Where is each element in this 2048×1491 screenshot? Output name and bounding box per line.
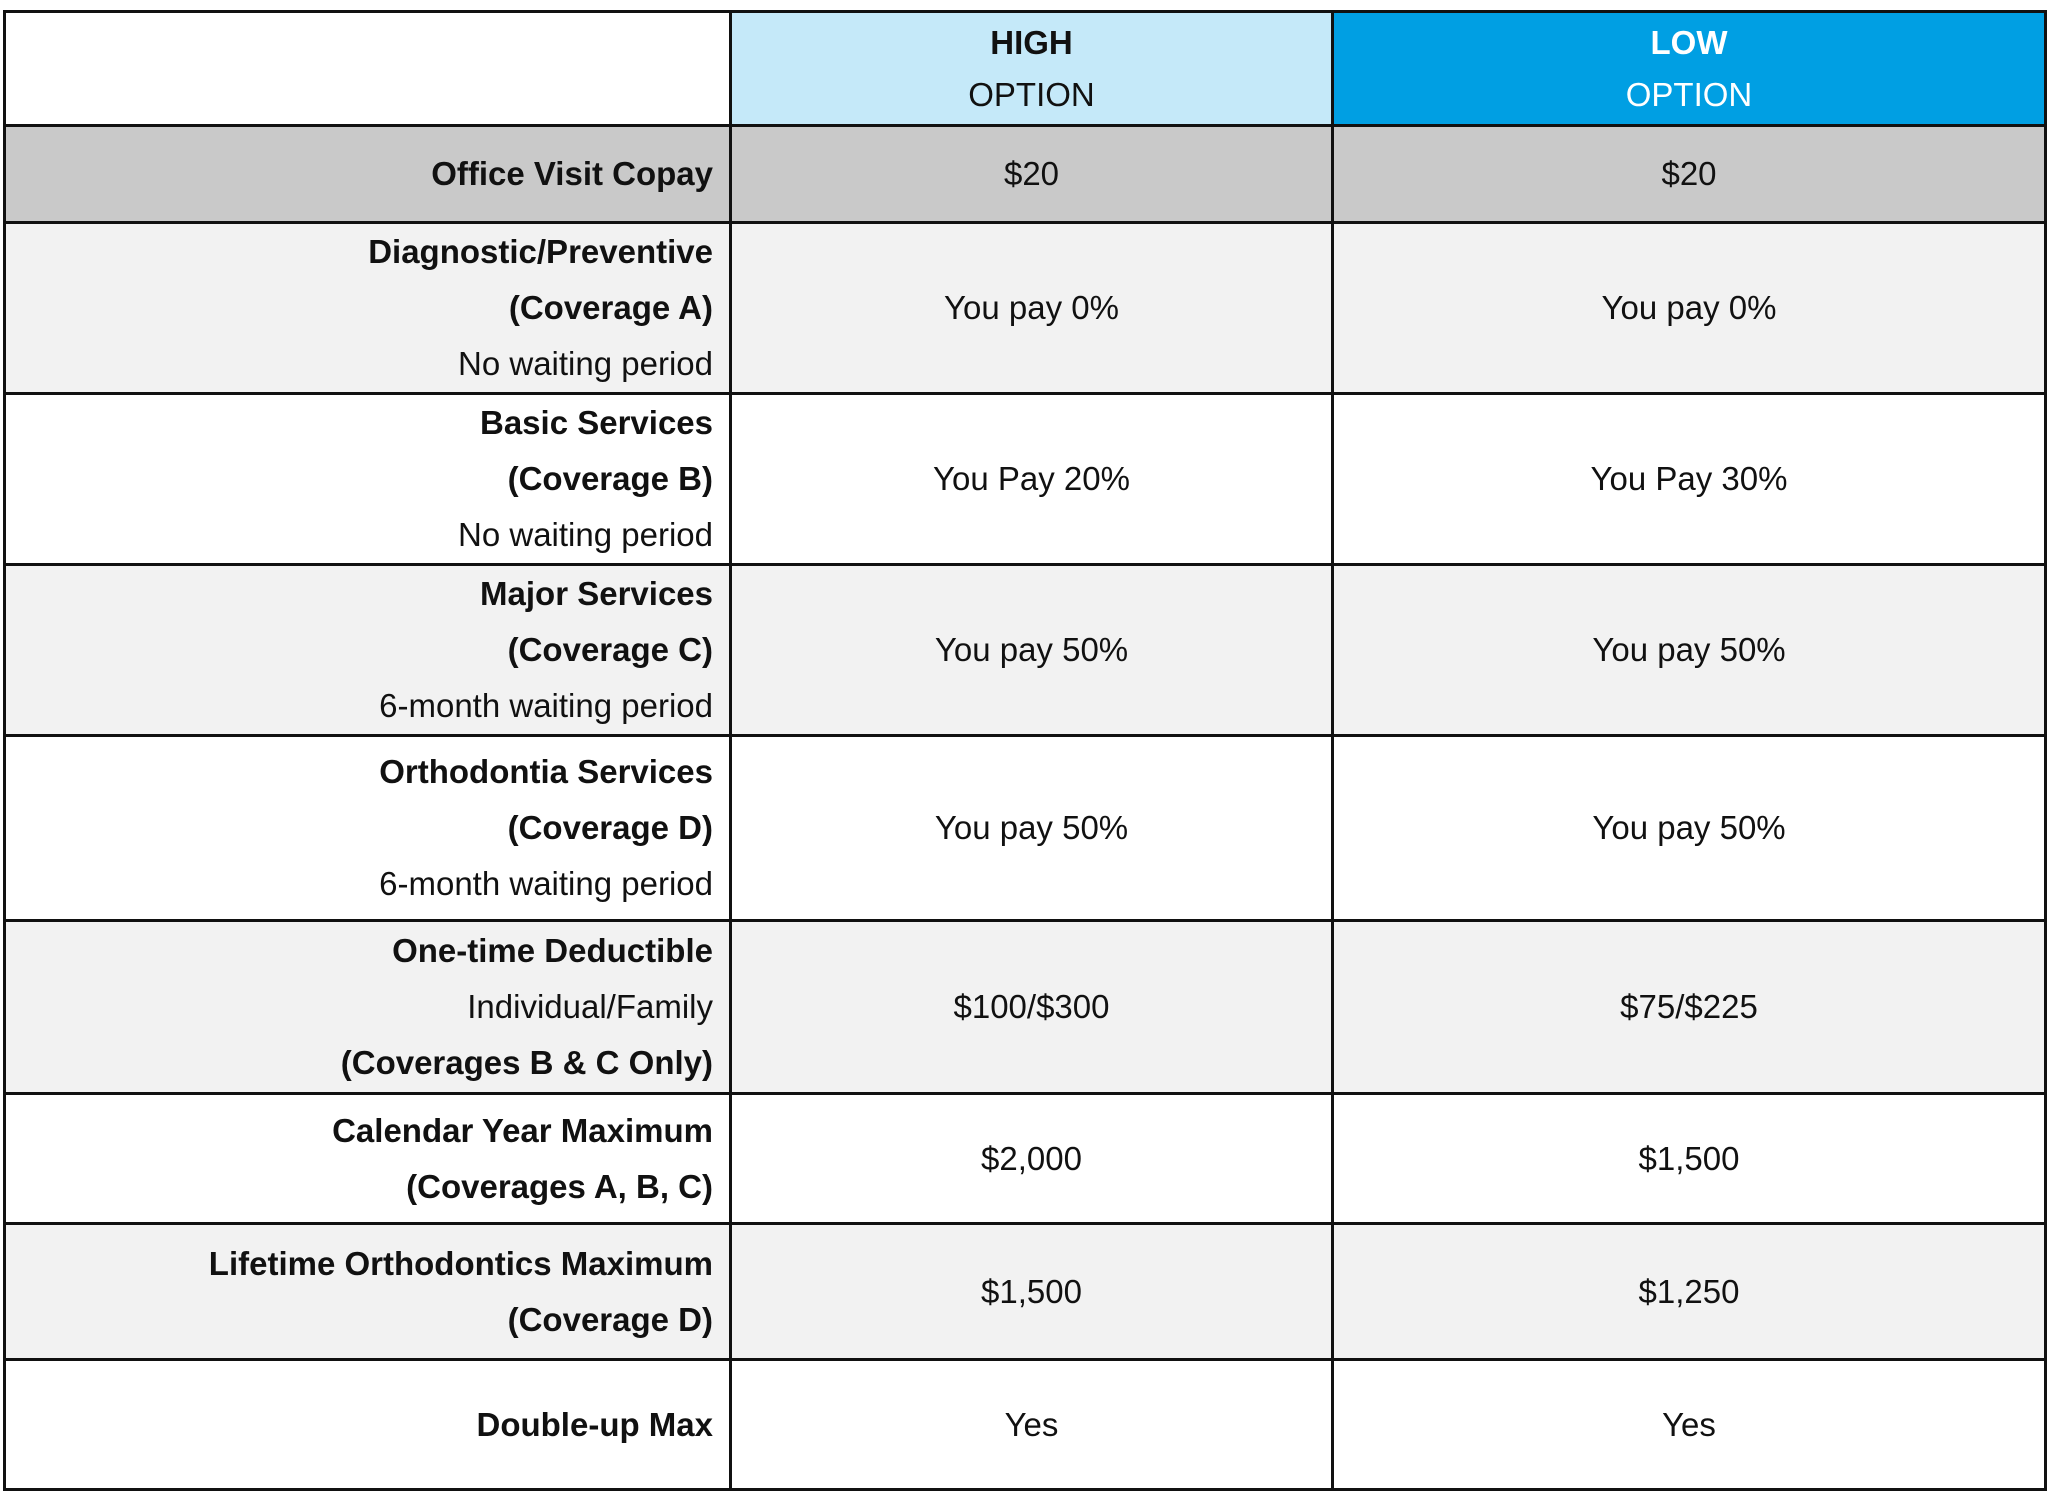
header-row: HIGH OPTION LOW OPTION bbox=[3, 10, 2047, 127]
value-cell: You pay 50% bbox=[1331, 563, 2047, 737]
value-cell: You pay 50% bbox=[1331, 734, 2047, 922]
table-row: Major Services (Coverage C) 6-month waitin… bbox=[3, 563, 2047, 737]
value-cell: $75/$225 bbox=[1331, 919, 2047, 1095]
label-line: Individual/Family bbox=[467, 988, 713, 1025]
value-cell: $20 bbox=[1331, 124, 2047, 224]
table-row: Calendar Year Maximum (Coverages A, B, C)… bbox=[3, 1092, 2047, 1225]
table-row: One-time Deductible Individual/Family (Cov… bbox=[3, 919, 2047, 1095]
row-label: Double-up Max bbox=[3, 1358, 732, 1491]
value-cell: Yes bbox=[1331, 1358, 2047, 1491]
value-cell: You pay 0% bbox=[729, 221, 1334, 395]
value-cell: $100/$300 bbox=[729, 919, 1334, 1095]
value-cell: $20 bbox=[729, 124, 1334, 224]
value-cell: You Pay 20% bbox=[729, 392, 1334, 566]
row-label: Office Visit Copay bbox=[3, 124, 732, 224]
value-cell: $1,500 bbox=[1331, 1092, 2047, 1225]
row-label: Calendar Year Maximum (Coverages A, B, C) bbox=[3, 1092, 732, 1225]
value-cell: You pay 50% bbox=[729, 734, 1334, 922]
table-row: Orthodontia Services (Coverage D) 6-month … bbox=[3, 734, 2047, 922]
label-line: 6-month waiting period bbox=[379, 865, 713, 902]
label-line: One-time Deductible bbox=[392, 932, 713, 969]
table-row: Basic Services (Coverage B) No waiting per… bbox=[3, 392, 2047, 566]
label-line: Major Services bbox=[480, 575, 713, 612]
row-label: Diagnostic/Preventive (Coverage A) No wait… bbox=[3, 221, 732, 395]
label-line: (Coverages A, B, C) bbox=[406, 1167, 713, 1205]
value-cell: You pay 50% bbox=[729, 563, 1334, 737]
corner-cell bbox=[3, 10, 732, 127]
header-cell: LOW OPTION bbox=[1331, 10, 2047, 127]
value-cell: You Pay 30% bbox=[1331, 392, 2047, 566]
label-line: (Coverage D) bbox=[507, 1300, 713, 1338]
label-line: (Coverage B) bbox=[507, 460, 713, 497]
label-line: (Coverage A) bbox=[508, 289, 713, 326]
row-label: One-time Deductible Individual/Family (Cov… bbox=[3, 919, 732, 1095]
comparison-table: HIGH OPTION LOW OPTION Office Visit Copay $20… bbox=[3, 10, 2047, 1491]
table-row: Diagnostic/Preventive (Coverage A) No wait… bbox=[3, 221, 2047, 395]
row-label: Orthodontia Services (Coverage D) 6-month … bbox=[3, 734, 732, 922]
value-cell: $1,500 bbox=[729, 1222, 1334, 1361]
label-line: (Coverages B & C Only) bbox=[340, 1044, 713, 1081]
value-cell: You pay 0% bbox=[1331, 221, 2047, 395]
value-cell: Yes bbox=[729, 1358, 1334, 1491]
table-row: Double-up Max Yes Yes bbox=[3, 1358, 2047, 1491]
table-row: Office Visit Copay $20 $20 bbox=[3, 124, 2047, 224]
row-label: Major Services (Coverage C) 6-month waitin… bbox=[3, 563, 732, 737]
value-cell: $2,000 bbox=[729, 1092, 1334, 1225]
label-line: Office Visit Copay bbox=[431, 155, 713, 192]
label-line: Lifetime Orthodontics Maximum bbox=[208, 1244, 713, 1282]
header-title: HIGH bbox=[990, 23, 1073, 61]
label-line: No waiting period bbox=[458, 345, 713, 382]
label-line: Basic Services bbox=[479, 404, 713, 441]
label-line: Orthodontia Services bbox=[379, 753, 713, 790]
label-line: No waiting period bbox=[458, 516, 713, 553]
label-line: (Coverage C) bbox=[507, 631, 713, 668]
table-row: Lifetime Orthodontics Maximum (Coverage D… bbox=[3, 1222, 2047, 1361]
label-line: 6-month waiting period bbox=[379, 687, 713, 724]
table-body: HIGH OPTION LOW OPTION Office Visit Copay $20… bbox=[3, 10, 2047, 1491]
label-line: Calendar Year Maximum bbox=[332, 1111, 713, 1149]
value-cell: $1,250 bbox=[1331, 1222, 2047, 1361]
header-cell: HIGH OPTION bbox=[729, 10, 1334, 127]
label-line: Double-up Max bbox=[476, 1405, 714, 1443]
header-subtitle: OPTION bbox=[968, 75, 1095, 113]
label-line: (Coverage D) bbox=[507, 809, 713, 846]
row-label: Lifetime Orthodontics Maximum (Coverage D… bbox=[3, 1222, 732, 1361]
row-label: Basic Services (Coverage B) No waiting per… bbox=[3, 392, 732, 566]
header-subtitle: OPTION bbox=[1625, 75, 1753, 113]
header-title: LOW bbox=[1650, 23, 1728, 61]
label-line: Diagnostic/Preventive bbox=[368, 233, 713, 270]
